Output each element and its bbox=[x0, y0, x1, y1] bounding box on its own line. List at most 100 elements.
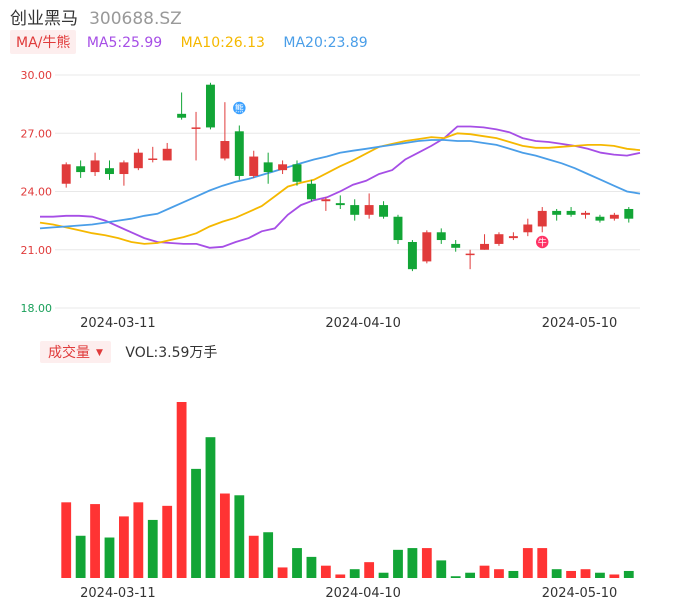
price-axis: 30.00 27.00 24.00 21.00 18.00 bbox=[21, 69, 53, 315]
candle-body bbox=[494, 234, 504, 244]
volume-bars: 2024-03-11 2024-04-10 2024-05-10 bbox=[61, 402, 634, 601]
candle-body bbox=[205, 84, 215, 128]
candle-body bbox=[566, 210, 576, 215]
candle-body bbox=[306, 183, 316, 200]
candle-body bbox=[321, 199, 331, 202]
volume-bar bbox=[436, 560, 447, 578]
candle-body bbox=[379, 205, 389, 217]
x-tick-label: 2024-04-10 bbox=[325, 316, 401, 331]
volume-legend: 成交量 ▼ VOL:3.59万手 bbox=[40, 341, 218, 363]
bear-marker-icon-glyph: 熊 bbox=[235, 103, 244, 115]
candle-body bbox=[552, 210, 562, 215]
stock-code: 300688.SZ bbox=[89, 9, 182, 29]
volume-bar bbox=[551, 569, 562, 578]
bull-marker-icon-glyph: 牛 bbox=[538, 236, 547, 248]
candle-body bbox=[220, 141, 230, 159]
x-tick-label: 2024-03-11 bbox=[80, 316, 156, 331]
y-tick-label: 21.00 bbox=[21, 244, 53, 257]
candle-body bbox=[581, 212, 590, 215]
volume-bar bbox=[623, 570, 634, 578]
volume-bar bbox=[277, 567, 288, 578]
volume-bar bbox=[292, 548, 302, 578]
candle-body bbox=[292, 164, 302, 182]
candle-body bbox=[537, 210, 547, 227]
stock-header: 创业黑马 300688.SZ bbox=[10, 4, 182, 29]
candle-body bbox=[595, 216, 605, 221]
ma20-label: MA20:23.89 bbox=[283, 35, 368, 51]
grid bbox=[55, 74, 640, 309]
candle-body bbox=[436, 232, 446, 241]
candle-body bbox=[451, 243, 461, 248]
ma-toggle-button[interactable]: MA/牛熊 bbox=[10, 30, 77, 54]
ma5-label: MA5:25.99 bbox=[86, 35, 163, 51]
candle-body bbox=[508, 236, 518, 239]
chevron-down-icon: ▼ bbox=[96, 348, 103, 358]
volume-bar bbox=[393, 549, 403, 578]
candle-body bbox=[624, 208, 634, 219]
volume-bar bbox=[219, 493, 230, 578]
volume-bar bbox=[580, 569, 591, 578]
candle-body bbox=[61, 164, 71, 184]
candle-body bbox=[90, 160, 100, 173]
stock-name: 创业黑马 bbox=[10, 9, 78, 29]
volume-toggle-label: 成交量 bbox=[48, 345, 90, 361]
volume-bar bbox=[494, 569, 504, 578]
candle-body bbox=[133, 152, 143, 169]
x-tick-label: 2024-05-10 bbox=[542, 316, 618, 331]
ma10-label: MA10:26.13 bbox=[180, 35, 265, 51]
date-axis: 2024-03-11 2024-04-10 2024-05-10 bbox=[80, 316, 617, 331]
candles bbox=[61, 82, 634, 272]
candle-body bbox=[148, 158, 158, 160]
volume-x-tick-label: 2024-04-10 bbox=[325, 586, 401, 601]
candle-body bbox=[364, 205, 374, 215]
volume-bar bbox=[147, 519, 158, 578]
ma-line-ma10 bbox=[39, 132, 641, 245]
candle-body bbox=[609, 214, 619, 219]
ma-legend: MA/牛熊 MA5:25.99 MA10:26.13 MA20:23.89 bbox=[10, 30, 382, 54]
volume-bar bbox=[450, 576, 461, 578]
volume-bar bbox=[191, 468, 201, 578]
bull-marker-icon bbox=[534, 234, 550, 250]
volume-value: VOL:3.59万手 bbox=[125, 345, 218, 361]
volume-bar bbox=[104, 537, 115, 578]
candle-body bbox=[263, 162, 273, 173]
volume-bar bbox=[537, 548, 548, 578]
volume-bar bbox=[508, 570, 519, 578]
volume-toggle-button[interactable]: 成交量 ▼ bbox=[40, 341, 111, 363]
volume-bar bbox=[566, 570, 576, 578]
ma-lines bbox=[39, 125, 641, 249]
volume-bar bbox=[263, 532, 274, 578]
volume-bar bbox=[306, 556, 317, 578]
candle-body bbox=[350, 205, 360, 215]
volume-bar bbox=[349, 569, 360, 578]
candle-body bbox=[105, 168, 114, 175]
volume-bar bbox=[465, 572, 476, 578]
volume-bar bbox=[335, 574, 346, 578]
candle-body bbox=[162, 148, 172, 161]
volume-x-tick-label: 2024-05-10 bbox=[542, 586, 618, 601]
candle-body bbox=[523, 224, 533, 233]
volume-bar bbox=[61, 502, 72, 578]
volume-bar bbox=[248, 535, 259, 578]
volume-bar bbox=[407, 548, 418, 578]
candle-body bbox=[393, 216, 403, 241]
volume-bar bbox=[421, 548, 432, 578]
ma-line-ma20 bbox=[39, 139, 641, 230]
y-tick-label: 27.00 bbox=[21, 127, 53, 140]
y-tick-label: 30.00 bbox=[21, 69, 53, 82]
volume-bar bbox=[75, 535, 86, 578]
candle-body bbox=[76, 166, 86, 173]
volume-bar bbox=[119, 516, 129, 578]
volume-x-tick-label: 2024-03-11 bbox=[80, 586, 156, 601]
volume-bar bbox=[176, 402, 187, 578]
candle-body bbox=[407, 241, 417, 270]
candle-body bbox=[191, 127, 201, 129]
volume-bar bbox=[378, 572, 389, 578]
candle-body bbox=[234, 131, 244, 176]
markers: 熊牛 bbox=[231, 100, 550, 250]
y-tick-label: 18.00 bbox=[21, 302, 53, 315]
candle-body bbox=[177, 113, 187, 118]
y-tick-label: 24.00 bbox=[21, 186, 53, 199]
volume-bar bbox=[162, 505, 173, 578]
